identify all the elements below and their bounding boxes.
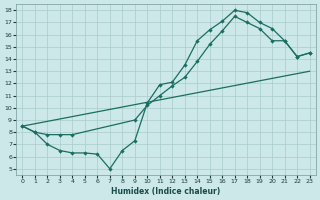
X-axis label: Humidex (Indice chaleur): Humidex (Indice chaleur) [111,187,221,196]
